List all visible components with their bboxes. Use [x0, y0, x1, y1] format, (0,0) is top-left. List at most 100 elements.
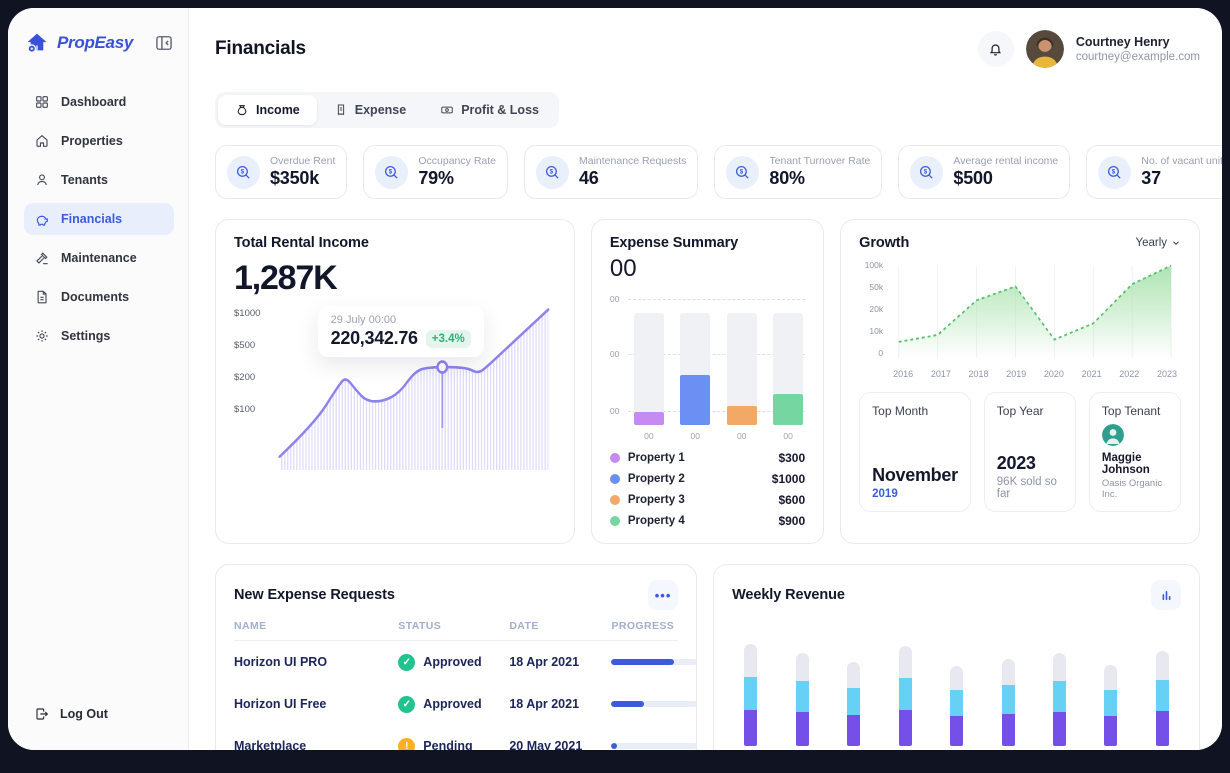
- tenant-name: Maggie Johnson: [1101, 452, 1150, 476]
- expense-summary-bar-chart[interactable]: 00 00 00: [610, 293, 806, 425]
- sidebar-item-dashboard[interactable]: Dashboard: [24, 86, 174, 118]
- sidebar-item-maintenance[interactable]: Maintenance: [24, 242, 174, 274]
- stat-label: No. of vacant units: [1141, 155, 1222, 167]
- growth-area-chart[interactable]: 100k 50k 20k 10k 0: [859, 261, 1181, 365]
- sidebar-collapse-button[interactable]: [154, 33, 174, 53]
- search-dollar-icon: $: [375, 155, 409, 189]
- column-header-name: NAME: [234, 620, 267, 632]
- main-content: Financials: [189, 8, 1222, 750]
- bar-property-2: [680, 313, 711, 425]
- stacked-bar-day-17: [744, 644, 758, 746]
- receipt-icon: [337, 104, 344, 116]
- legend-label: Property 2: [627, 473, 685, 485]
- stacked-bar-day-20: [898, 646, 912, 746]
- stat-label: Maintenance Requests: [579, 155, 687, 167]
- piggy-bank-icon: [36, 215, 48, 226]
- growth-card: Growth Yearly 100k 50k 20k 10k 0: [840, 219, 1200, 544]
- legend-dot-icon: [609, 495, 620, 505]
- tooltip-date: 29 July 00:00: [330, 314, 397, 326]
- expense-summary-card: Expense Summary 00 00 00 00 00 00 00 00 Pro…: [590, 219, 825, 544]
- dashboard-grid-icon: [36, 96, 48, 108]
- status-approved-icon: ✓: [398, 653, 416, 671]
- y-tick-label: 00: [609, 294, 620, 304]
- x-tick-label: 2022: [1119, 369, 1140, 379]
- weekly-revenue-bar-chart[interactable]: 171819202122232425: [732, 624, 1181, 750]
- x-tick-label: 2021: [1081, 369, 1102, 379]
- y-tick-label: $100: [234, 404, 256, 415]
- tab-profit-loss[interactable]: Profit & Loss: [423, 95, 556, 125]
- x-tick-label: 00: [690, 431, 700, 441]
- sidebar: PropEasy Dashboard Properties Tenants: [8, 8, 189, 750]
- expense-requests-table: NAME STATUS DATE PROGRESS Horizon UI PRO…: [234, 620, 698, 750]
- new-expense-requests-card: New Expense Requests ••• NAME STATUS DAT…: [215, 564, 698, 750]
- cell-name: Horizon UI PRO: [234, 655, 328, 669]
- legend-item: Property 4 $900: [609, 514, 805, 528]
- collapse-sidebar-icon: [156, 36, 172, 50]
- tab-income[interactable]: Income: [218, 95, 317, 125]
- chart-marker-point: [436, 360, 449, 374]
- logo-text: PropEasy: [57, 33, 134, 52]
- period-select-dropdown[interactable]: Yearly: [1135, 237, 1181, 249]
- ellipsis-icon: •••: [654, 587, 672, 603]
- logout-button[interactable]: Log Out: [24, 698, 174, 730]
- bar-property-4: [773, 313, 804, 425]
- column-header-date: DATE: [509, 620, 539, 632]
- y-tick-label: 10k: [869, 325, 884, 336]
- highlight-label: Top Year: [996, 404, 1044, 418]
- sidebar-item-financials[interactable]: Financials: [24, 203, 174, 235]
- sidebar-item-documents[interactable]: Documents: [24, 281, 174, 313]
- tab-label: Income: [256, 103, 300, 117]
- expense-summary-value: 00: [609, 255, 637, 282]
- sidebar-item-label: Settings: [61, 329, 111, 343]
- highlight-label: Top Month: [872, 404, 929, 418]
- stat-label: Tenant Turnover Rate: [769, 155, 871, 167]
- stat-card-occupancy-rate: $ Occupancy Rate 79%: [363, 145, 508, 199]
- svg-text:$: $: [1112, 168, 1116, 175]
- table-header: NAME STATUS DATE PROGRESS: [234, 620, 679, 641]
- line-chart-canvas: [278, 308, 550, 470]
- stat-card-maintenance-requests: $ Maintenance Requests 46: [524, 145, 699, 199]
- sidebar-item-tenants[interactable]: Tenants: [24, 164, 174, 196]
- cell-date: 18 Apr 2021: [509, 655, 580, 669]
- stat-value: 37: [1141, 168, 1161, 188]
- stacked-bar-day-22: [1001, 659, 1015, 746]
- y-tick-label: 20k: [869, 303, 884, 314]
- card-menu-button[interactable]: •••: [648, 580, 679, 610]
- banknote-icon: [441, 106, 453, 114]
- status-approved-icon: ✓: [398, 695, 416, 713]
- legend-label: Property 4: [627, 515, 685, 527]
- chart-options-button[interactable]: [1151, 580, 1181, 610]
- bar-chart-icon: [1162, 590, 1170, 600]
- y-tick-label: 50k: [869, 281, 884, 292]
- y-tick-label: $1000: [234, 308, 261, 319]
- rental-income-line-chart[interactable]: $1000 $500 $200 $100: [234, 304, 556, 470]
- stat-label: Overdue Rent: [270, 155, 336, 167]
- search-dollar-icon: $: [536, 155, 569, 189]
- page-title: Financials: [215, 38, 306, 59]
- notifications-button[interactable]: [977, 31, 1014, 67]
- card-title: Total Rental Income: [234, 235, 369, 251]
- y-tick-label: 0: [878, 347, 884, 358]
- cell-progress: [611, 701, 698, 707]
- sidebar-item-label: Dashboard: [61, 95, 127, 109]
- sidebar-item-settings[interactable]: Settings: [24, 320, 174, 352]
- kpi-row: $ Overdue Rent $350k $ Occupancy Rate 79…: [215, 145, 1222, 199]
- progress-bar: [611, 743, 698, 749]
- highlight-value: November: [872, 465, 958, 485]
- legend-label: Property 1: [627, 452, 685, 464]
- bar-property-3: [726, 313, 757, 425]
- sidebar-item-properties[interactable]: Properties: [24, 125, 174, 157]
- tenant-org: Oasis Organic Inc.: [1101, 478, 1163, 500]
- x-tick-label: 2019: [1006, 369, 1027, 379]
- logout-label: Log Out: [60, 707, 108, 721]
- progress-bar: [611, 659, 698, 665]
- user-email: courtney@example.com: [1075, 51, 1200, 63]
- x-tick-label: 00: [736, 431, 747, 441]
- cell-name: Horizon UI Free: [234, 697, 327, 711]
- y-tick-label: $200: [234, 372, 256, 383]
- x-axis-ticks: 2016 2017 2018 2019 2020 2021 2022 2023: [893, 369, 1177, 379]
- tab-expense[interactable]: Expense: [317, 95, 423, 125]
- legend-item: Property 3 $600: [609, 493, 805, 507]
- table-row: Marketplace ! Pending 20 May 2021: [234, 725, 698, 750]
- user-avatar[interactable]: [1025, 30, 1064, 68]
